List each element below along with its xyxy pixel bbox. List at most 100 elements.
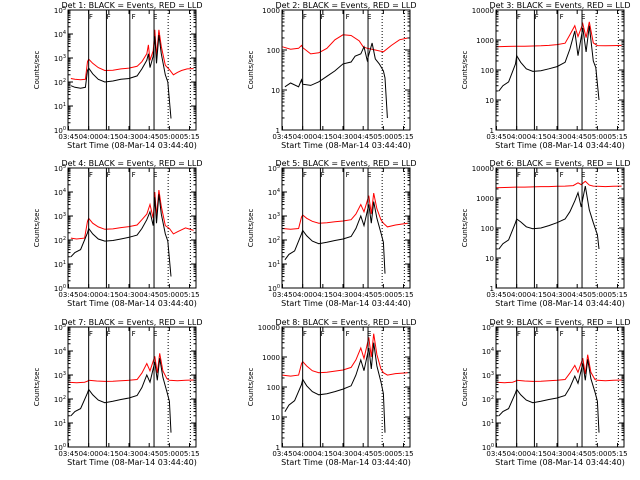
x-tick-label: 05:15 [607,450,627,458]
flag-label: F [517,330,521,338]
x-tick-label: 05:00 [587,291,607,299]
lld-rate-line [70,190,194,240]
flag-label: F [321,13,325,21]
y-tick-label: 10000 [258,324,280,332]
y-axis-label: Counts/sec [247,368,255,407]
y-tick-label: 1 [276,127,280,135]
y-tick-label: 1000 [262,7,280,15]
event-rate-line [498,186,600,250]
plot-frame [67,326,197,448]
flag-label: F [132,171,136,179]
x-axis-label: Start Time (08-Mar-14 03:44:40) [281,299,411,308]
x-tick-label: 04:00 [79,450,99,458]
y-axis-label: Counts/sec [461,209,469,248]
y-axis-label: Counts/sec [247,209,255,248]
y-tick-label: 1 [276,444,280,452]
flag-label: F [321,171,325,179]
x-axis-label: Start Time (08-Mar-14 03:44:40) [281,141,411,150]
x-tick-label: 04:00 [79,133,99,141]
plot-frame [495,326,625,448]
detector-panel-7: Det 7: BLACK = Events, RED = LLD F F F E 03:4… [33,318,202,467]
x-tick-label: 04:45 [567,133,587,141]
x-tick-label: 05:15 [393,291,413,299]
y-tick-label: 1000 [476,37,494,45]
panel-title: Det 6: BLACK = Events, RED = LLD [490,159,631,168]
flag-label: E [581,330,585,338]
detector-panel-4: Det 4: BLACK = Events, RED = LLD F F F E 03:4… [33,159,202,308]
flag-label: F [132,13,136,21]
x-axis-label: Start Time (08-Mar-14 03:44:40) [67,299,197,308]
y-tick-label: 104 [268,188,280,197]
x-tick-label: 04:00 [293,133,313,141]
x-tick-label: 04:30 [119,450,139,458]
y-tick-label: 105 [54,164,66,173]
x-tick-label: 05:00 [587,450,607,458]
x-axis-label: Start Time (08-Mar-14 03:44:40) [495,458,625,467]
detector-panel-3: Det 3: BLACK = Events, RED = LLD F F F E 03:4… [461,1,630,150]
x-tick-label: 05:15 [607,133,627,141]
y-axis-label: Counts/sec [461,368,469,407]
x-tick-label: 04:15 [99,133,119,141]
event-rate-line [284,342,386,433]
y-tick-label: 102 [268,236,280,245]
flag-label: F [107,330,111,338]
x-tick-label: 03:45 [58,291,78,299]
flag-label: F [517,13,521,21]
flag-label: F [321,330,325,338]
x-tick-label: 04:45 [353,450,373,458]
x-tick-label: 04:15 [99,291,119,299]
x-axis-label: Start Time (08-Mar-14 03:44:40) [495,299,625,308]
x-tick-label: 04:00 [293,291,313,299]
x-tick-label: 03:45 [272,450,292,458]
x-axis-label: Start Time (08-Mar-14 03:44:40) [67,458,197,467]
y-tick-label: 100 [268,284,280,293]
x-tick-label: 04:00 [507,450,527,458]
plot-frame [67,167,197,289]
flag-label: E [581,171,585,179]
x-tick-label: 04:15 [313,291,333,299]
flag-label: F [107,13,111,21]
y-tick-label: 100 [481,67,494,75]
y-axis-label: Counts/sec [33,368,41,407]
detector-panel-1: Det 1: BLACK = Events, RED = LLD F F F E 03:4… [33,1,202,150]
lld-rate-line [282,333,408,377]
x-tick-label: 04:45 [353,291,373,299]
y-tick-label: 1 [490,127,494,135]
x-tick-label: 04:30 [547,450,567,458]
y-tick-label: 104 [54,30,66,39]
y-tick-label: 102 [54,236,66,245]
flag-label: F [303,13,307,21]
panel-title: Det 7: BLACK = Events, RED = LLD [62,318,203,327]
flag-label: E [367,330,371,338]
x-tick-label: 04:45 [353,133,373,141]
x-tick-label: 05:15 [179,450,199,458]
lld-rate-line [496,21,622,48]
flag-label: F [303,330,307,338]
plot-frame [281,326,411,448]
flag-label: E [153,330,157,338]
x-tick-label: 04:00 [507,133,527,141]
panel-title: Det 3: BLACK = Events, RED = LLD [490,1,631,10]
panel-title: Det 8: BLACK = Events, RED = LLD [276,318,417,327]
panel-title: Det 4: BLACK = Events, RED = LLD [62,159,203,168]
y-tick-label: 100 [54,443,66,452]
x-tick-label: 05:15 [179,291,199,299]
x-tick-label: 04:45 [139,450,159,458]
flag-label: F [346,171,350,179]
panel-title: Det 9: BLACK = Events, RED = LLD [490,318,631,327]
detector-panel-6: Det 6: BLACK = Events, RED = LLD F F F E 03:4… [461,159,630,308]
lld-rate-line [282,193,408,230]
x-tick-label: 04:45 [139,291,159,299]
flag-label: F [560,171,564,179]
y-tick-label: 105 [268,164,280,173]
flag-label: E [367,171,371,179]
y-tick-label: 103 [482,371,494,380]
y-tick-label: 10 [485,255,494,263]
flag-label: F [346,330,350,338]
y-tick-label: 101 [54,419,66,428]
flag-label: F [132,330,136,338]
event-rate-line [70,35,172,119]
x-tick-label: 04:45 [567,450,587,458]
flag-label: E [153,13,157,21]
